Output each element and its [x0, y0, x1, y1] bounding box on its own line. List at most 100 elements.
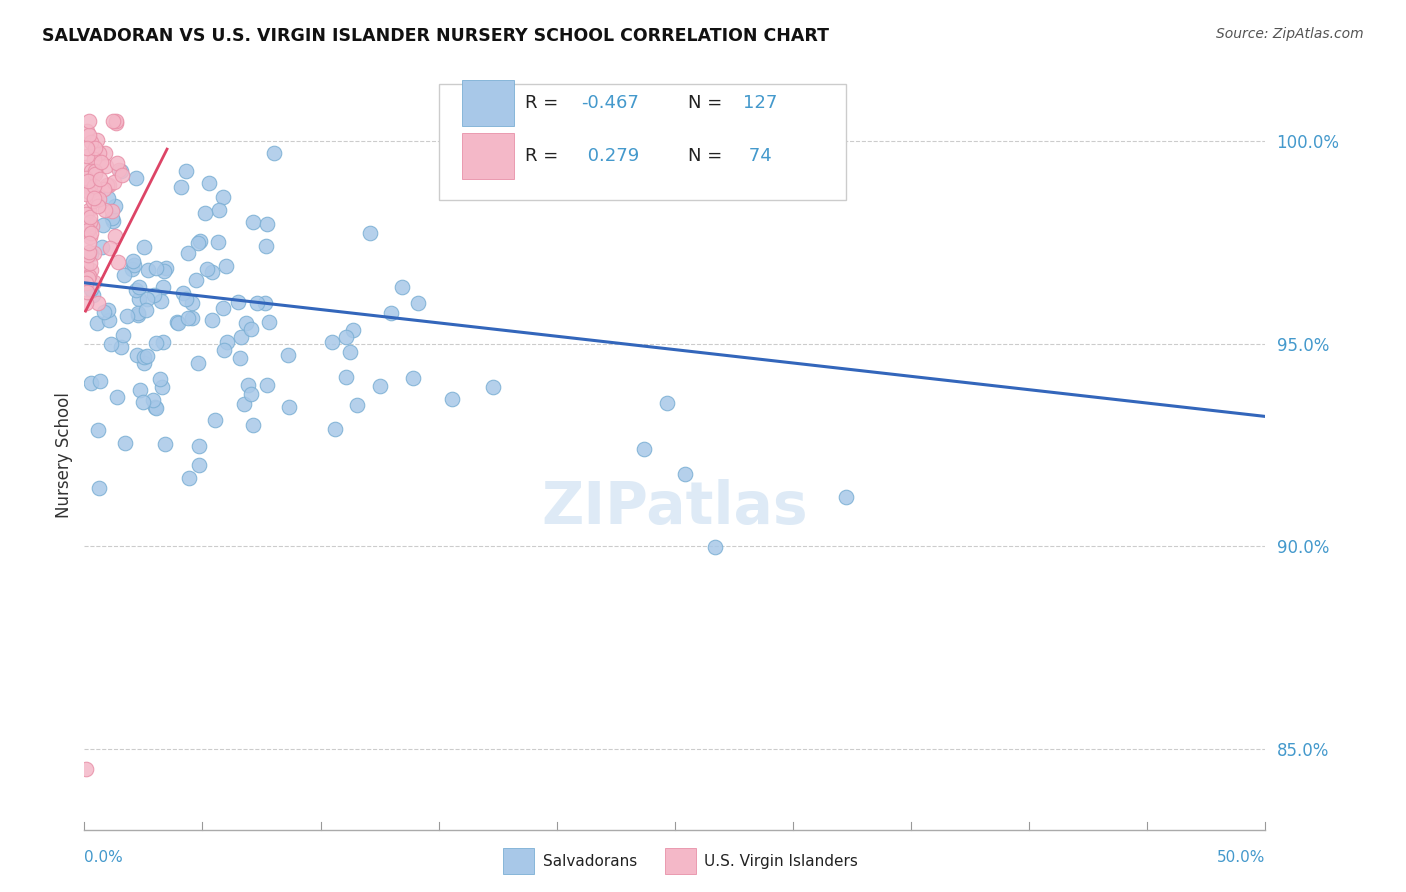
Point — [633, 442, 655, 456]
Point — [75, 173, 97, 187]
Point — [256, 217, 278, 231]
Point — [835, 490, 858, 504]
Point — [83, 245, 105, 260]
Point — [212, 301, 235, 315]
Point — [86, 133, 108, 147]
Point — [440, 392, 463, 406]
Point — [97, 191, 120, 205]
Text: N =: N = — [688, 147, 728, 165]
Point — [80, 376, 103, 391]
Point — [482, 380, 505, 394]
Point — [152, 334, 174, 349]
Point — [226, 294, 249, 309]
Point — [246, 296, 269, 310]
Point — [132, 351, 155, 365]
Point — [90, 155, 112, 169]
Point — [153, 437, 176, 451]
Text: 127: 127 — [744, 94, 778, 112]
Point — [242, 214, 264, 228]
Point — [103, 175, 125, 189]
Point — [80, 226, 103, 240]
Point — [75, 224, 97, 238]
Point — [83, 275, 105, 289]
Point — [321, 334, 343, 349]
FancyBboxPatch shape — [439, 84, 846, 200]
Point — [97, 303, 120, 318]
Point — [339, 345, 361, 359]
Point — [75, 186, 97, 201]
Point — [177, 310, 200, 325]
Point — [232, 397, 254, 411]
Point — [136, 292, 159, 306]
Point — [359, 226, 381, 240]
Point — [143, 288, 166, 302]
Point — [201, 313, 224, 327]
Point — [80, 281, 103, 295]
Point — [76, 141, 98, 155]
Point — [94, 202, 117, 217]
Point — [105, 391, 128, 405]
Point — [76, 285, 98, 299]
Point — [108, 162, 131, 177]
Point — [75, 258, 97, 272]
Point — [86, 316, 108, 330]
Point — [177, 471, 200, 485]
Point — [90, 240, 112, 254]
Point — [75, 270, 97, 285]
Point — [657, 395, 679, 409]
Point — [704, 541, 727, 555]
Point — [96, 178, 118, 193]
Point — [152, 280, 174, 294]
Point — [105, 113, 128, 128]
Text: N =: N = — [688, 94, 728, 112]
Point — [83, 179, 105, 194]
Point — [77, 235, 100, 250]
Point — [135, 302, 157, 317]
Point — [97, 313, 120, 327]
Point — [335, 370, 357, 384]
Text: Source: ZipAtlas.com: Source: ZipAtlas.com — [1216, 27, 1364, 41]
Point — [142, 393, 165, 408]
Point — [79, 128, 101, 142]
Point — [76, 248, 98, 262]
Point — [177, 246, 200, 260]
Point — [187, 356, 209, 370]
Point — [82, 194, 104, 208]
Point — [84, 165, 107, 179]
Point — [77, 202, 100, 217]
Point — [172, 285, 194, 300]
Point — [277, 400, 299, 414]
Text: Salvadorans: Salvadorans — [543, 854, 637, 869]
Point — [198, 176, 221, 190]
Point — [212, 343, 235, 357]
Point — [184, 273, 207, 287]
Point — [107, 255, 129, 269]
Point — [240, 387, 263, 401]
Point — [91, 218, 114, 232]
Point — [86, 198, 108, 212]
Point — [323, 422, 346, 436]
Point — [143, 401, 166, 415]
Point — [104, 199, 127, 213]
Point — [135, 350, 157, 364]
Point — [215, 335, 238, 350]
Point — [110, 340, 132, 354]
Point — [77, 113, 100, 128]
Text: R =: R = — [524, 94, 564, 112]
Point — [80, 163, 103, 178]
Point — [212, 190, 235, 204]
Point — [242, 417, 264, 432]
Point — [84, 141, 107, 155]
Point — [125, 171, 148, 186]
Point — [111, 168, 134, 182]
Point — [75, 276, 97, 290]
Point — [101, 113, 124, 128]
Point — [149, 294, 172, 309]
Point — [346, 398, 368, 412]
Point — [87, 192, 110, 206]
Point — [149, 372, 172, 386]
Point — [76, 178, 98, 193]
Point — [214, 259, 236, 273]
Point — [127, 306, 149, 320]
Point — [150, 380, 173, 394]
